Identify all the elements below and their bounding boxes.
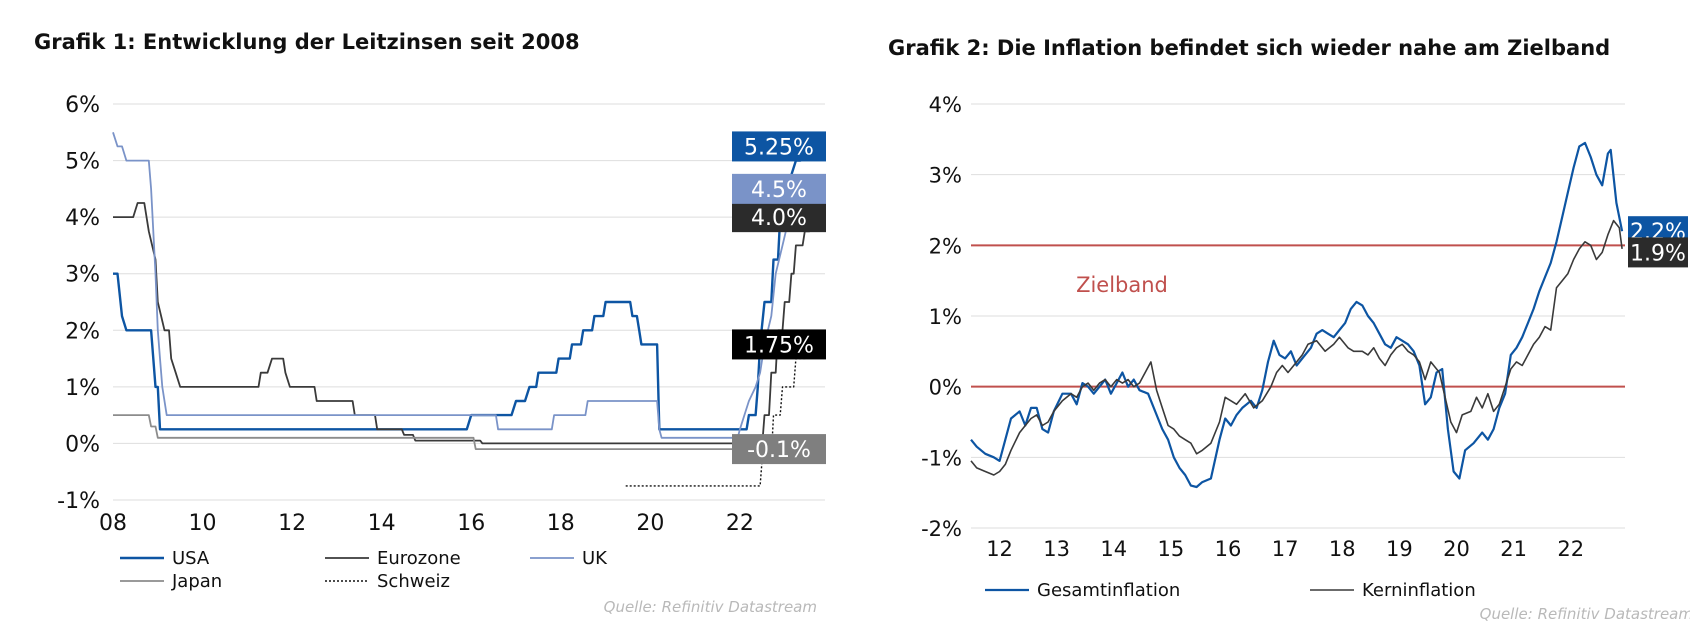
chart-2-x-tick-label: 22	[1557, 537, 1584, 561]
chart-2-x-tick-label: 12	[986, 537, 1013, 561]
chart-1-legend-label: Japan	[171, 571, 222, 592]
chart-2-series-line-gesamtinflation	[970, 141, 1624, 489]
chart-1-end-label: 1.75%	[744, 333, 814, 358]
chart-1-end-label: 5.25%	[744, 135, 814, 160]
chart-1-x-tick-label: 18	[547, 511, 575, 536]
chart-1-legend-label: UK	[582, 548, 608, 569]
chart-1-end-label: -0.1%	[747, 438, 811, 463]
chart-2-y-tick-label: -2%	[921, 517, 962, 541]
chart-1-series-line-usa	[113, 145, 810, 431]
chart-2-x-tick-label: 18	[1329, 537, 1356, 561]
chart-1-series-line-schweiz	[625, 344, 808, 487]
chart-1-x-tick-label: 10	[189, 511, 217, 536]
chart-1-y-tick-label: 0%	[65, 432, 100, 457]
chart-1-series-line-uk	[112, 132, 808, 439]
chart-2-y-tick-label: 3%	[929, 164, 962, 188]
chart-1-legend-label: USA	[172, 548, 210, 569]
chart-2-y-tick-label: 2%	[929, 234, 962, 258]
chart-2-x-tick-label: 14	[1100, 537, 1127, 561]
chart-2-title: Grafik 2: Die Inflation befindet sich wi…	[888, 36, 1611, 60]
chart-2-x-tick-label: 19	[1386, 537, 1413, 561]
chart-2-x-tick-label: 13	[1043, 537, 1070, 561]
chart-1-y-tick-label: 1%	[65, 376, 100, 401]
chart-1-x-tick-label: 22	[726, 511, 754, 536]
chart-1-y-tick-label: 2%	[65, 319, 100, 344]
chart-1-x-tick-label: 08	[99, 511, 127, 536]
chart-1-x-tick-label: 16	[457, 511, 485, 536]
chart-1-y-tick-label: 4%	[65, 206, 100, 231]
chart-1-legend-label: Eurozone	[377, 548, 461, 569]
chart-2-x-tick-label: 21	[1500, 537, 1527, 561]
chart-1-y-tick-label: 6%	[65, 93, 100, 118]
chart-2-y-tick-label: 1%	[929, 305, 962, 329]
chart-2-y-tick-label: 0%	[929, 376, 962, 400]
chart-2-end-label: 1.9%	[1630, 241, 1686, 266]
chart-1-series-line-eurozone	[113, 202, 813, 445]
chart-2-end-label-box	[1628, 237, 1688, 268]
chart-1-x-tick-label: 12	[278, 511, 306, 536]
chart-2-x-tick-label: 20	[1443, 537, 1470, 561]
chart-1-y-tick-label: -1%	[57, 489, 100, 514]
chart-1-end-label-box	[732, 329, 826, 360]
chart-1-end-label-box	[732, 202, 826, 233]
chart-1-title: Grafik 1: Entwicklung der Leitzinsen sei…	[34, 30, 580, 54]
chart-1-x-tick-label: 14	[368, 511, 396, 536]
chart-1-source-note: Quelle: Refinitiv Datastream	[604, 598, 817, 616]
chart-2-y-tick-label: 4%	[929, 93, 962, 117]
chart-1-end-label-box	[732, 131, 826, 162]
chart-2-legend-label: Gesamtinflation	[1037, 580, 1180, 601]
chart-1-y-tick-label: 3%	[65, 263, 100, 288]
chart-2-x-tick-label: 17	[1272, 537, 1299, 561]
chart-1-end-label: 4.0%	[751, 206, 807, 231]
chart-1-x-tick-label: 20	[636, 511, 664, 536]
chart-2-series-line-kerninflation	[970, 219, 1623, 476]
chart-2-y-tick-label: -1%	[921, 446, 962, 470]
chart-2-target-band-label: Zielband	[1076, 273, 1168, 297]
chart-2-source-note: Quelle: Refinitiv Datastream	[1480, 605, 1690, 623]
chart-1-end-label-box	[732, 434, 826, 465]
chart-1-end-label-box	[732, 173, 826, 204]
chart-2-x-tick-label: 16	[1215, 537, 1242, 561]
chart-1-legend-label: Schweiz	[377, 571, 450, 592]
chart-1-end-label: 4.5%	[751, 178, 807, 203]
chart-1-series-line-japan	[113, 414, 812, 450]
chart-2-legend-label: Kerninflation	[1362, 580, 1476, 601]
chart-1-y-tick-label: 5%	[65, 150, 100, 175]
chart-2-x-tick-label: 15	[1158, 537, 1185, 561]
